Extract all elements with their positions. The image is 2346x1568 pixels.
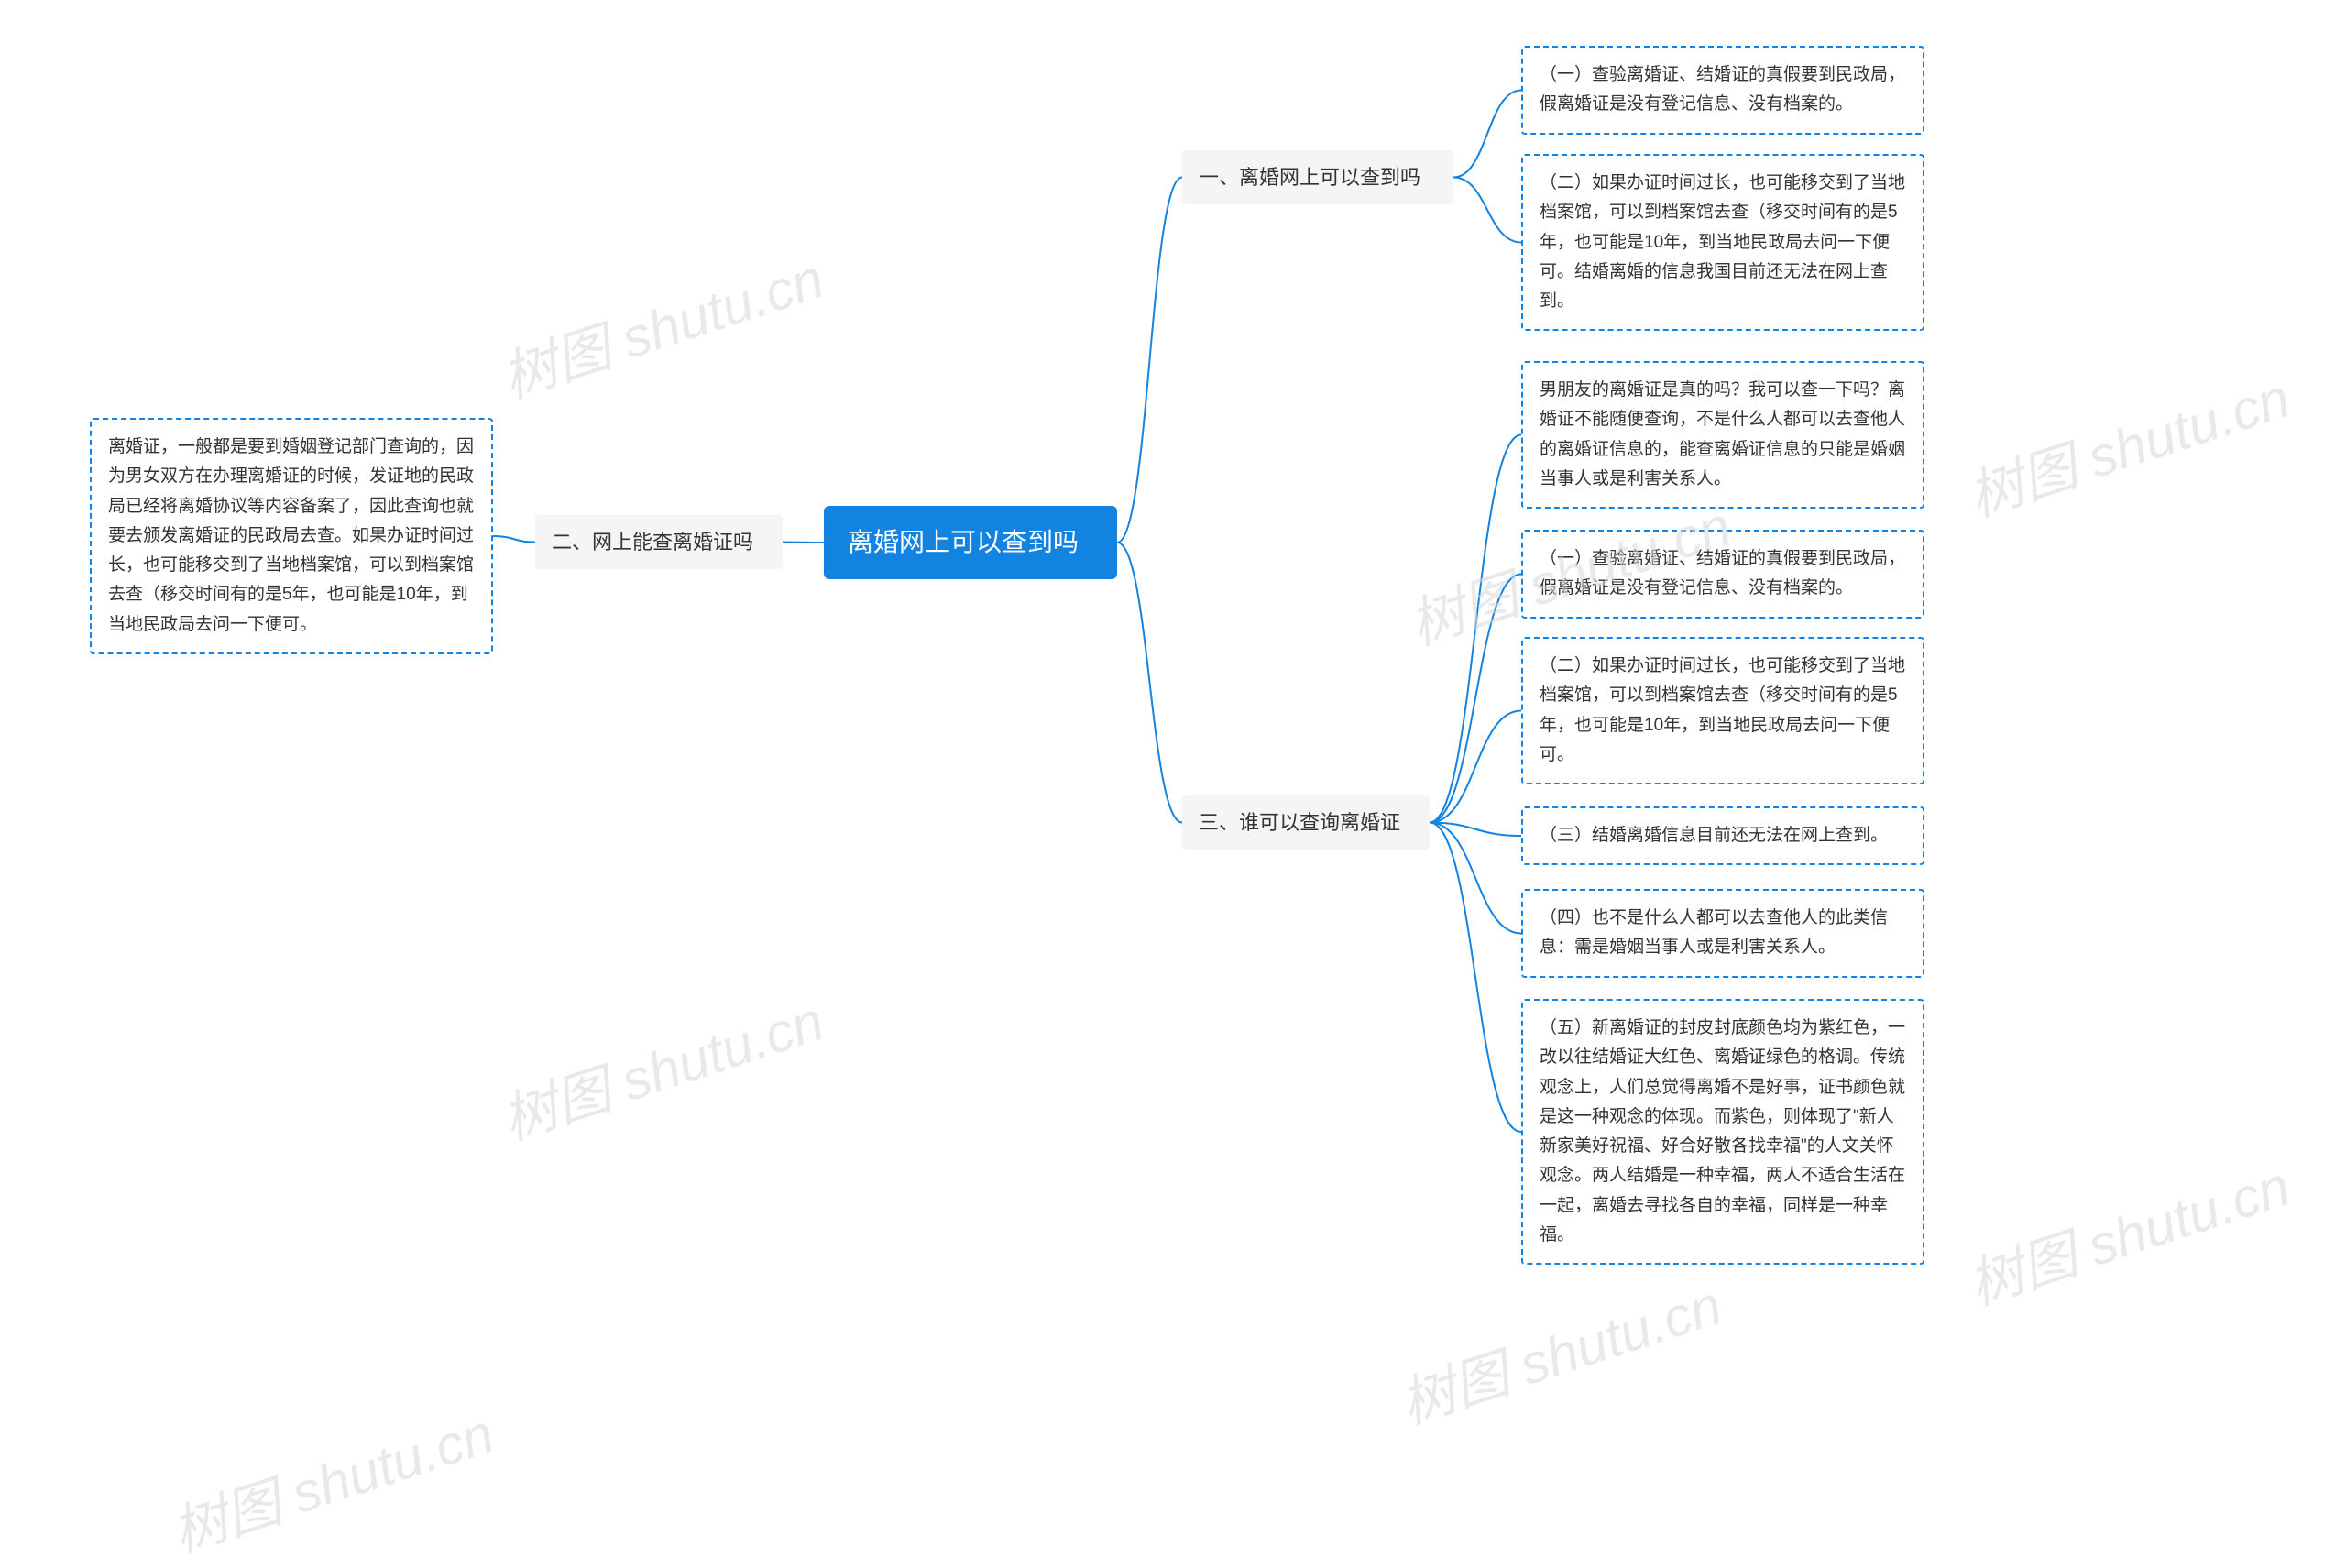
watermark: 树图 shutu.cn — [1957, 354, 2298, 532]
watermark: 树图 shutu.cn — [1957, 1142, 2298, 1321]
branch-node-1[interactable]: 一、离婚网上可以查到吗 — [1182, 150, 1453, 204]
branch-node-2[interactable]: 二、网上能查离婚证吗 — [535, 515, 783, 569]
connector-layer — [0, 0, 2346, 1514]
leaf-node-3-3[interactable]: （二）如果办证时间过长，也可能移交到了当地档案馆，可以到档案馆去查（移交时间有的… — [1521, 637, 1924, 784]
leaf-node-1-1[interactable]: （一）查验离婚证、结婚证的真假要到民政局，假离婚证是没有登记信息、没有档案的。 — [1521, 46, 1924, 135]
watermark: 树图 shutu.cn — [490, 235, 832, 413]
watermark: 树图 shutu.cn — [160, 1389, 502, 1568]
leaf-node-1-2[interactable]: （二）如果办证时间过长，也可能移交到了当地档案馆，可以到档案馆去查（移交时间有的… — [1521, 154, 1924, 331]
leaf-node-3-2[interactable]: （一）查验离婚证、结婚证的真假要到民政局，假离婚证是没有登记信息、没有档案的。 — [1521, 530, 1924, 619]
leaf-node-2-1[interactable]: 离婚证，一般都是要到婚姻登记部门查询的，因为男女双方在办理离婚证的时候，发证地的… — [90, 418, 493, 654]
leaf-node-3-4[interactable]: （三）结婚离婚信息目前还无法在网上查到。 — [1521, 806, 1924, 865]
watermark: 树图 shutu.cn — [490, 977, 832, 1156]
watermark: 树图 shutu.cn — [1388, 1261, 1730, 1440]
leaf-node-3-6[interactable]: （五）新离婚证的封皮封底颜色均为紫红色，一改以往结婚证大红色、离婚证绿色的格调。… — [1521, 999, 1924, 1265]
leaf-node-3-5[interactable]: （四）也不是什么人都可以去查他人的此类信息：需是婚姻当事人或是利害关系人。 — [1521, 889, 1924, 978]
root-node[interactable]: 离婚网上可以查到吗 — [824, 506, 1117, 579]
leaf-node-3-1[interactable]: 男朋友的离婚证是真的吗？我可以查一下吗？离婚证不能随便查询，不是什么人都可以去查… — [1521, 361, 1924, 509]
branch-node-3[interactable]: 三、谁可以查询离婚证 — [1182, 795, 1430, 850]
